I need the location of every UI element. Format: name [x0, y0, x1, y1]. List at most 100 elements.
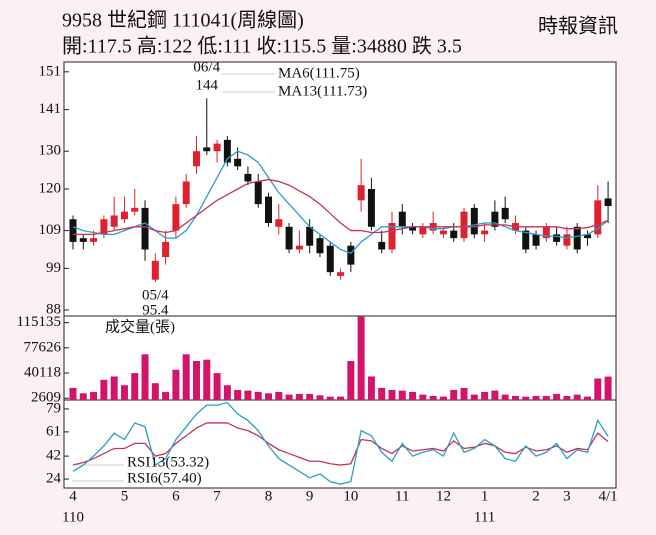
y-tick-label: 151: [39, 63, 62, 79]
volume-bar: [275, 391, 283, 400]
x-tick-label: 12: [436, 488, 451, 504]
candle-body: [563, 234, 571, 246]
candle-body: [347, 245, 355, 265]
x-tick-label: 5: [121, 488, 129, 504]
candle-body: [594, 200, 602, 235]
volume-bar: [162, 391, 170, 400]
candle-body: [151, 260, 159, 280]
x-sublabel: 110: [62, 509, 84, 525]
candle-body: [120, 211, 128, 220]
volume-bar: [439, 396, 447, 400]
volume-bar: [131, 373, 139, 400]
volume-bar: [347, 361, 355, 400]
candle-body: [542, 226, 550, 239]
x-tick-label: 3: [563, 488, 571, 504]
candle-body: [90, 238, 98, 242]
candle-body: [481, 230, 489, 235]
legend-label: MA13(111.73): [278, 83, 367, 99]
volume-bar: [244, 390, 252, 400]
legend-label: MA6(111.75): [278, 65, 360, 81]
volume-bar: [285, 394, 293, 400]
volume-bar: [337, 396, 345, 400]
volume-bar: [398, 390, 406, 400]
candle-body: [234, 158, 242, 167]
x-tick-label: 4: [69, 488, 77, 504]
volume-bar: [522, 396, 530, 400]
legend-label: RSI13(53.32): [127, 454, 209, 470]
x-tick-label: 10: [343, 488, 358, 504]
x-tick-label: 7: [213, 488, 221, 504]
peak-date: 06/4: [193, 59, 220, 75]
volume-bar: [511, 395, 519, 400]
y-tick-label: 79: [46, 400, 61, 416]
candle-body: [357, 185, 365, 201]
y-tick-label: 24: [46, 471, 62, 487]
chart-title: 9958 世紀鋼 111041(周線圖): [62, 9, 304, 32]
candle-body: [367, 189, 375, 227]
y-tick-label: 77626: [24, 339, 62, 355]
x-tick-label: 2: [532, 488, 540, 504]
candle-body: [275, 219, 283, 227]
volume-bar: [151, 383, 159, 400]
volume-bar: [460, 387, 468, 400]
candle-body: [326, 245, 334, 273]
volume-bar: [532, 395, 540, 400]
volume-bar: [409, 391, 417, 400]
source: 時報資訊: [538, 15, 618, 38]
candle-body: [398, 211, 406, 227]
volume-bar: [419, 394, 427, 400]
volume-bar: [470, 394, 478, 400]
y-tick-label: 120: [39, 180, 62, 196]
y-tick-label: 115135: [17, 314, 61, 330]
volume-bar: [79, 393, 87, 400]
candle-body: [532, 234, 540, 246]
volume-bar: [120, 385, 128, 400]
volume-bar: [213, 373, 221, 400]
y-tick-label: 40118: [24, 364, 61, 380]
peak-value: 144: [196, 77, 219, 93]
x-tick-label: 4/1: [598, 488, 617, 504]
x-tick-label: 6: [172, 488, 180, 504]
volume-bar: [357, 316, 365, 400]
candle-body: [378, 241, 386, 250]
y-tick-label: 88: [46, 301, 61, 317]
volume-bar: [192, 361, 200, 400]
candle-body: [450, 230, 458, 239]
candle-body: [306, 226, 314, 246]
volume-bar: [265, 393, 273, 400]
candle-body: [69, 219, 77, 242]
legend-label: RSI6(57.40): [127, 470, 202, 486]
volume-bar: [429, 395, 437, 400]
y-tick-label: 141: [39, 101, 62, 117]
volume-bar: [100, 379, 108, 400]
candle-body: [337, 272, 345, 276]
volume-bar: [501, 394, 509, 400]
volume-bar: [326, 396, 334, 400]
volume-bar: [254, 391, 262, 400]
candle-body: [203, 147, 211, 152]
candle-body: [131, 207, 139, 212]
volume-bar: [573, 394, 581, 400]
volume-bar: [594, 378, 602, 400]
series-line: [73, 178, 609, 236]
trough-date: 05/4: [142, 287, 169, 303]
candle-body: [79, 238, 87, 242]
candle-body: [265, 196, 273, 224]
series-line: [72, 150, 609, 255]
volume-bar: [306, 393, 314, 400]
trough-value: 95.4: [142, 302, 169, 318]
volume-bar: [90, 391, 98, 400]
volume-bar: [553, 393, 561, 400]
candle-body: [460, 211, 468, 239]
x-sublabel: 111: [474, 509, 495, 525]
volume-bar: [203, 359, 211, 400]
x-tick-label: 9: [306, 488, 314, 504]
candle-body: [522, 230, 530, 250]
volume-bar: [450, 389, 458, 400]
y-tick-label: 130: [39, 143, 62, 159]
candle-body: [409, 226, 417, 231]
series-line: [72, 422, 609, 466]
candle-body: [182, 181, 190, 205]
volume-bar: [378, 387, 386, 400]
candle-body: [491, 211, 499, 227]
